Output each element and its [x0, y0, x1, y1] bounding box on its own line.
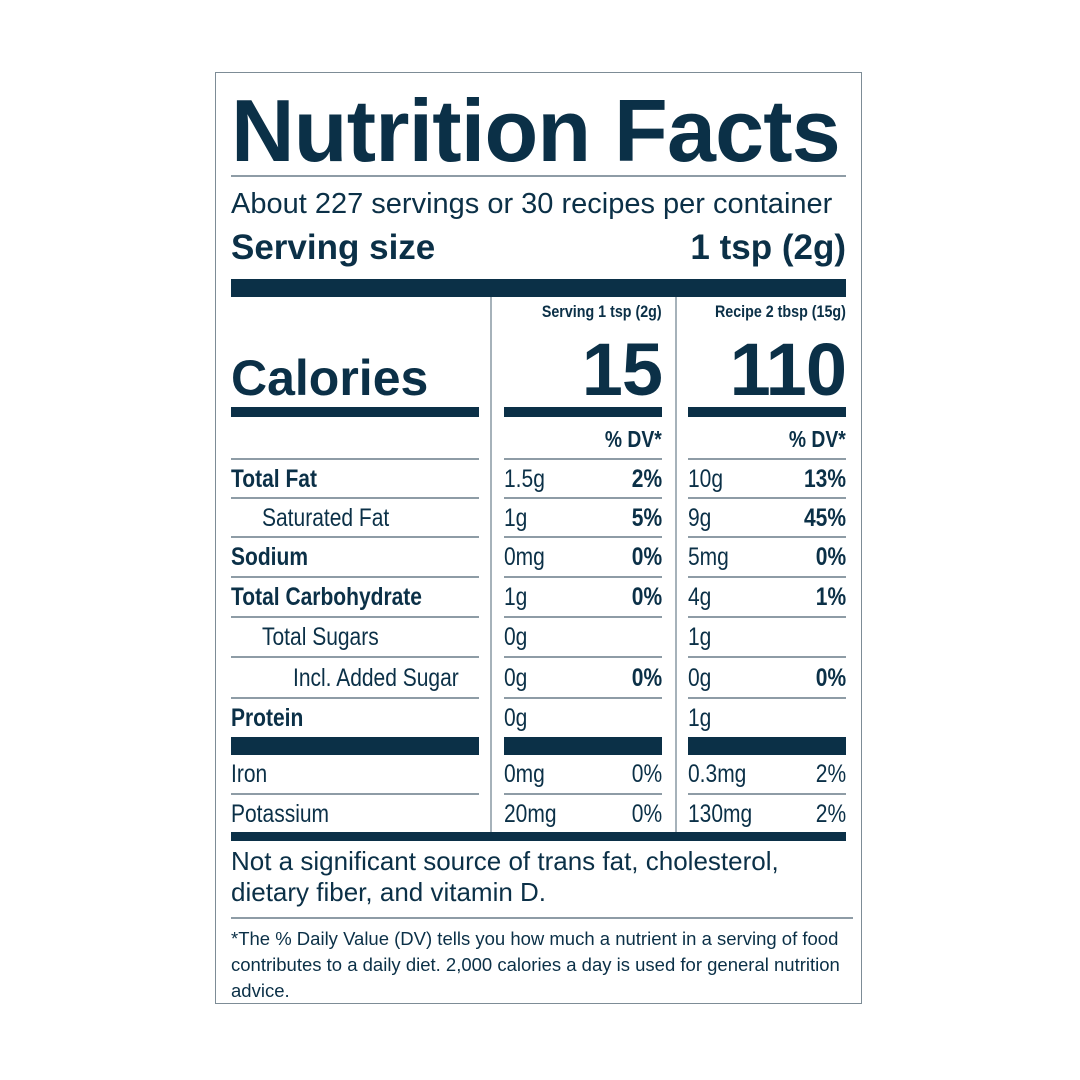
serving-amount: 20mg — [504, 799, 557, 828]
recipe-values: 130mg 2% — [688, 795, 846, 832]
recipe-dv-header: % DV* — [789, 426, 846, 452]
nutrient-name: Potassium — [231, 799, 330, 828]
footnote-rule — [231, 917, 853, 919]
column-divider — [675, 297, 677, 837]
serving-values: 0mg 0% — [504, 538, 662, 578]
recipe-values: 9g 45% — [688, 499, 846, 538]
nutrient-name: Protein — [231, 704, 304, 732]
label-title: Nutrition Facts — [231, 81, 841, 180]
nutrient-name: Iron — [231, 755, 479, 795]
serving-values: 0g — [504, 699, 662, 737]
serving-calories: 15 — [581, 328, 663, 411]
recipe-amount: 0g — [688, 663, 712, 692]
vitamin-rule — [688, 737, 846, 755]
serving-amount: 1g — [504, 583, 528, 611]
recipe-amount: 9g — [688, 503, 712, 532]
nutrition-label — [215, 72, 862, 1004]
title-rule — [231, 175, 846, 177]
vitamin-rule — [231, 737, 479, 755]
recipe-amount: 130mg — [688, 799, 753, 828]
row-rule — [688, 458, 846, 460]
column-divider — [490, 297, 492, 837]
serving-dv-header: % DV* — [605, 426, 662, 452]
recipe-values: 4g 1% — [688, 578, 846, 618]
serving-values: 1g 5% — [504, 499, 662, 538]
serving-dv: 2% — [631, 464, 662, 493]
serving-dv: 0% — [631, 760, 662, 788]
nutrient-name: Total Carbohydrate — [231, 578, 479, 618]
recipe-dv: 2% — [815, 799, 846, 828]
serving-values: 1.5g 2% — [504, 460, 662, 499]
serving-amount: 1.5g — [504, 464, 545, 493]
recipe-amount: 1g — [688, 623, 712, 651]
recipe-amount: 5mg — [688, 543, 729, 571]
serving-size-label: Serving size — [231, 228, 436, 267]
calories-rule — [504, 407, 662, 417]
recipe-amount: 0.3mg — [688, 760, 747, 788]
row-rule — [231, 458, 479, 460]
calories-label: Calories — [231, 350, 429, 406]
nutrient-name: Sodium — [231, 538, 479, 578]
serving-dv: 0% — [631, 583, 662, 611]
recipe-dv: 0% — [815, 663, 846, 692]
calories-rule — [688, 407, 846, 417]
not-significant-note: Not a significant source of trans fat, c… — [231, 846, 779, 907]
nutrient-name: Total Fat — [231, 460, 479, 499]
serving-amount: 0mg — [504, 543, 545, 571]
calories-rule — [231, 407, 479, 417]
thick-rule — [231, 279, 846, 297]
recipe-dv: 13% — [803, 464, 846, 493]
recipe-values: 0g 0% — [688, 658, 846, 699]
serving-values: 20mg 0% — [504, 795, 662, 832]
nutrient-name: Total Sugars — [231, 618, 479, 658]
bottom-rule — [231, 832, 846, 841]
row-rule — [504, 458, 662, 460]
serving-dv: 0% — [631, 799, 662, 828]
recipe-values: 5mg 0% — [688, 538, 846, 578]
serving-values: 0g — [504, 618, 662, 658]
recipe-dv: 1% — [815, 583, 846, 611]
daily-value-footnote: *The % Daily Value (DV) tells you how mu… — [231, 928, 840, 1001]
recipe-calories: 110 — [729, 328, 847, 411]
recipe-values: 1g — [688, 618, 846, 658]
serving-amount: 0g — [504, 663, 528, 692]
recipe-values: 0.3mg 2% — [688, 755, 846, 795]
serving-dv: 0% — [631, 543, 662, 571]
serving-dv: 5% — [631, 503, 662, 532]
serving-values: 0mg 0% — [504, 755, 662, 795]
serving-values: 0g 0% — [504, 658, 662, 699]
nutrient-name: Saturated Fat — [231, 499, 479, 538]
recipe-amount: 4g — [688, 583, 712, 611]
recipe-dv: 0% — [815, 543, 846, 571]
recipe-values: 10g 13% — [688, 460, 846, 499]
serving-values: 1g 0% — [504, 578, 662, 618]
serving-size-value: 1 tsp (2g) — [690, 228, 846, 267]
recipe-dv: 45% — [803, 503, 846, 532]
serving-amount: 0mg — [504, 760, 545, 788]
serving-dv: 0% — [631, 663, 662, 692]
serving-amount: 1g — [504, 503, 528, 532]
vitamin-rule — [504, 737, 662, 755]
recipe-column-header: Recipe 2 tbsp (15g) — [715, 302, 846, 321]
serving-amount: 0g — [504, 704, 528, 732]
recipe-values: 1g — [688, 699, 846, 737]
recipe-amount: 1g — [688, 704, 712, 732]
serving-size-row: Serving size 1 tsp (2g) — [231, 226, 846, 270]
serving-column-header: Serving 1 tsp (2g) — [542, 302, 662, 321]
recipe-dv: 2% — [815, 760, 846, 788]
recipe-amount: 10g — [688, 464, 724, 493]
servings-per-container: About 227 servings or 30 recipes per con… — [231, 188, 833, 220]
nutrient-name: Incl. Added Sugar — [231, 658, 479, 699]
serving-amount: 0g — [504, 623, 528, 651]
